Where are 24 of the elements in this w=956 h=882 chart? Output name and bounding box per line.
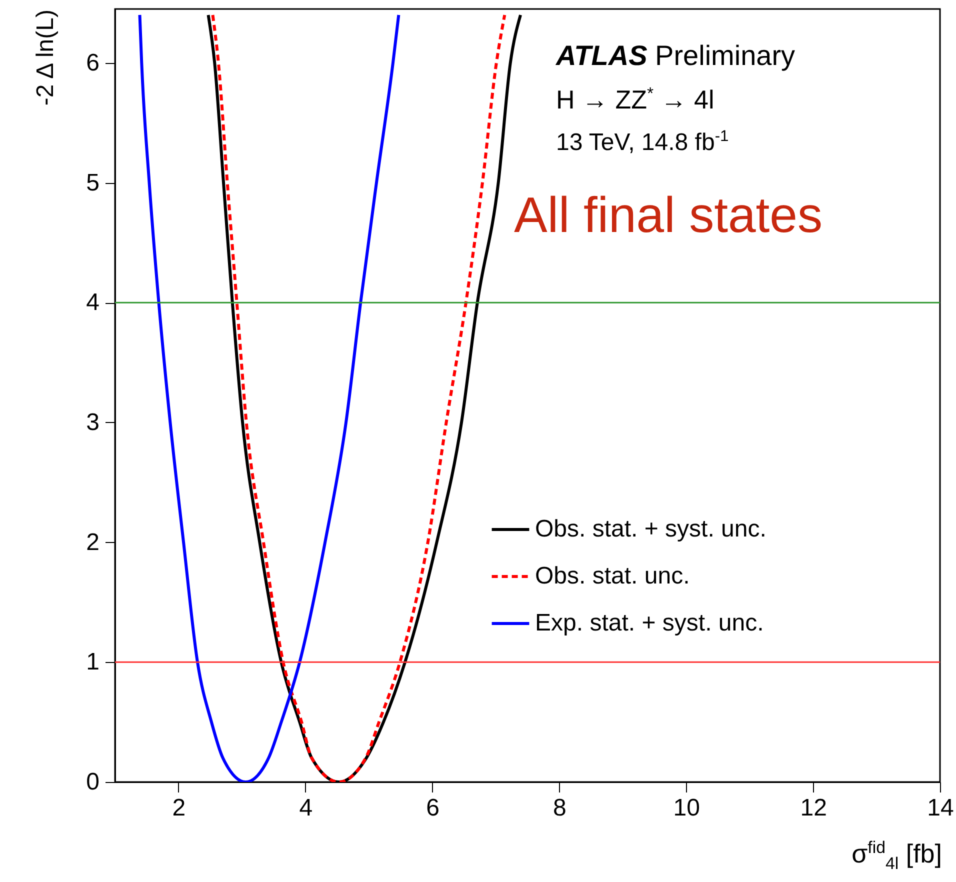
annotation: ATLAS Preliminary <box>556 40 796 71</box>
y-tick-label: 4 <box>86 289 100 316</box>
line-series <box>138 13 400 782</box>
y-tick-label: 2 <box>86 528 100 556</box>
x-tick-label: 12 <box>800 794 827 822</box>
annotation: 13 TeV, 14.8 fb$^{-1}$ <box>556 128 729 157</box>
y-tick-label: 0 <box>86 768 100 796</box>
x-tick-label: 10 <box>673 794 700 822</box>
annotation: H → ZZ$^{*}$ → 4l <box>556 84 714 116</box>
x-tick-label: 6 <box>426 794 440 822</box>
y-axis-title: -2 Δ ln(L) <box>32 10 60 106</box>
x-tick-label: 2 <box>172 794 186 822</box>
legend-label: Obs. stat. unc. <box>535 562 690 590</box>
x-tick-label: 14 <box>927 794 954 822</box>
y-tick-label: 6 <box>86 49 100 76</box>
legend-label: Exp. stat. + syst. unc. <box>535 610 764 636</box>
x-tick-label: 8 <box>553 794 566 822</box>
x-axis-title: σ$^{fid}$$_{4l}$ [fb] <box>852 838 942 874</box>
x-tick-label: 4 <box>299 794 313 822</box>
annotation: All final states <box>514 186 822 244</box>
legend-label: Obs. stat. + syst. unc. <box>535 516 766 542</box>
y-tick-label: 1 <box>86 648 100 676</box>
y-tick-label: 3 <box>86 408 100 436</box>
y-tick-label: 5 <box>86 169 100 196</box>
